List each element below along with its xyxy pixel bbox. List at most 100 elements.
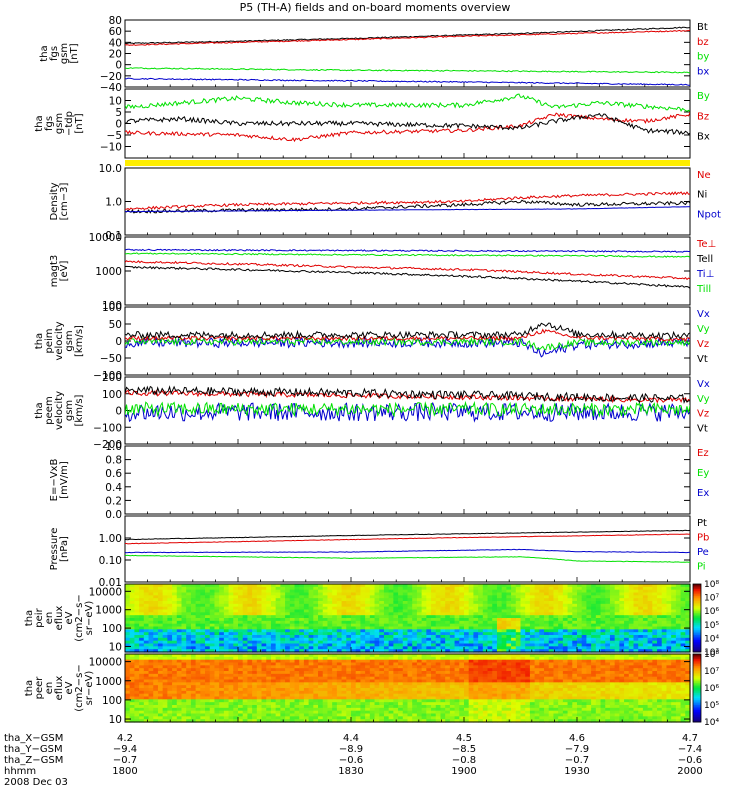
x-axis-row-label: tha_Z−GSM	[4, 755, 63, 766]
y-tick-label: 40	[109, 37, 122, 49]
colorbar-cell	[693, 669, 701, 672]
colorbar-cell	[693, 609, 701, 612]
colorbar-cell	[693, 645, 701, 648]
y-axis-label: eflux	[54, 676, 65, 701]
legend-entry: Ex	[697, 488, 709, 499]
series-Pb-line	[125, 533, 690, 545]
panel-3: 10.0 1.0 0.1 Density [cm−3] Ne Ni Npot	[49, 163, 721, 242]
colorbar-cell	[693, 662, 701, 665]
series-bz-line	[125, 29, 690, 46]
series-Bz-line	[125, 112, 690, 143]
y-axis-label: velocity	[54, 321, 65, 360]
legend-entry: Till	[696, 284, 711, 295]
legend-entry: bz	[697, 37, 709, 48]
y-axis-label: magt3	[49, 255, 60, 288]
y-axis-label: tha	[34, 115, 45, 131]
colorbar-cell	[693, 624, 701, 627]
colorbar-cell	[693, 646, 701, 650]
series-By-line	[125, 93, 690, 112]
y-axis-label: (cm2−s−	[74, 664, 85, 711]
colorbar-cell	[693, 623, 701, 626]
legend-entry: Vy	[697, 394, 710, 405]
panel-frame	[124, 167, 691, 236]
colorbar-cell	[693, 655, 701, 658]
colorbar-cell	[693, 604, 701, 607]
y-tick-label: 0.1	[105, 230, 122, 242]
colorbar-cell	[693, 650, 701, 653]
colorbar-label: 10⁶	[704, 684, 719, 694]
colorbar-label: 10³	[704, 648, 719, 658]
x-axis-value: 1830	[338, 766, 363, 777]
colorbar-label: 10⁸	[704, 650, 719, 660]
colorbar-cell	[693, 618, 701, 621]
colorbar-cell	[693, 628, 701, 631]
x-axis-value: −7.9	[565, 744, 589, 755]
panel-frame	[124, 583, 691, 653]
y-tick-label: 0	[115, 60, 122, 72]
y-tick-label: −10	[100, 142, 122, 154]
y-tick-label: 100	[102, 300, 122, 312]
y-tick-label: 0.4	[105, 482, 122, 494]
y-tick-label: 50	[109, 319, 122, 331]
series-Pi-line	[125, 554, 690, 563]
y-tick-label: 5	[115, 107, 122, 119]
colorbar-cell	[693, 711, 701, 714]
y-tick-label: −100	[93, 422, 122, 434]
y-axis-label: peir	[34, 607, 45, 627]
colorbar-label: 10⁷	[704, 667, 719, 677]
legend-entry: Npot	[697, 209, 721, 220]
colorbar-cell	[693, 607, 701, 610]
colorbar-cell	[693, 667, 701, 670]
y-tick-label: 0.2	[105, 495, 122, 507]
legend-entry: Bt	[697, 22, 708, 33]
legend-entry: Vt	[697, 354, 708, 365]
y-axis-label: Pressure	[49, 528, 60, 571]
colorbar-cell	[693, 601, 701, 604]
legend-entry: Te⊥	[696, 239, 716, 250]
y-tick-label: 10000	[89, 232, 122, 244]
legend-entry: Ez	[697, 448, 709, 459]
panel-8: 1.00 0.10 0.01 Pressure [nPa] Pt Pb Pe Pi	[49, 515, 709, 589]
colorbar-label: 10⁴	[704, 718, 719, 728]
y-tick-label: 1000	[95, 605, 122, 617]
y-tick-label: 0.01	[99, 577, 122, 589]
y-axis-label: [mV/m]	[59, 461, 70, 499]
colorbar-cell	[693, 671, 701, 674]
panel-7: 1.0 0.80.6 0.40.2 0.0 E=−VxB [mV/m] Ez Ey Ex	[49, 441, 709, 521]
colorbar-cell	[693, 677, 701, 680]
colorbar-cell	[693, 641, 701, 644]
y-axis-label: tha	[39, 45, 50, 61]
x-axis-value: 4.5	[456, 733, 472, 744]
y-axis-label: eV	[64, 611, 75, 624]
x-axis-value: 2000	[677, 766, 702, 777]
y-axis-label: tha	[34, 333, 45, 349]
colorbar-cell	[693, 665, 701, 669]
colorbar-cell	[693, 659, 701, 662]
panel-frame	[124, 515, 691, 583]
y-tick-label: 80	[109, 15, 122, 27]
y-axis-label: [nPa]	[59, 536, 70, 562]
colorbar-cell	[693, 595, 701, 599]
y-tick-label: 1.00	[99, 533, 122, 545]
y-tick-label: −50	[100, 353, 122, 365]
panel-10: 10⁴ 10⁵ 10⁶ 10⁷ 10⁸ 10000 1000 100 10 tha peer en ef…	[24, 650, 719, 728]
colorbar-cell	[693, 621, 701, 624]
colorbar-cell	[693, 654, 701, 657]
series-Vt-line	[125, 322, 690, 340]
date-label: 2008 Dec 03	[4, 777, 68, 788]
colorbar-cell	[693, 657, 701, 660]
y-tick-label: 100	[102, 302, 122, 314]
series-Pe-line	[125, 548, 690, 554]
colorbar-cell	[693, 698, 701, 701]
colorbar	[692, 653, 702, 723]
y-tick-label: 1.0	[105, 441, 122, 453]
flag-strip	[125, 160, 690, 166]
colorbar-cell	[693, 597, 701, 600]
colorbar-cell	[693, 676, 701, 679]
series-Tell-line	[125, 265, 690, 289]
series-Vx-line	[125, 336, 690, 358]
colorbar-label: 10⁸	[704, 580, 719, 590]
y-axis-label: gsm	[59, 43, 70, 64]
spectrogram-cells	[125, 654, 691, 723]
